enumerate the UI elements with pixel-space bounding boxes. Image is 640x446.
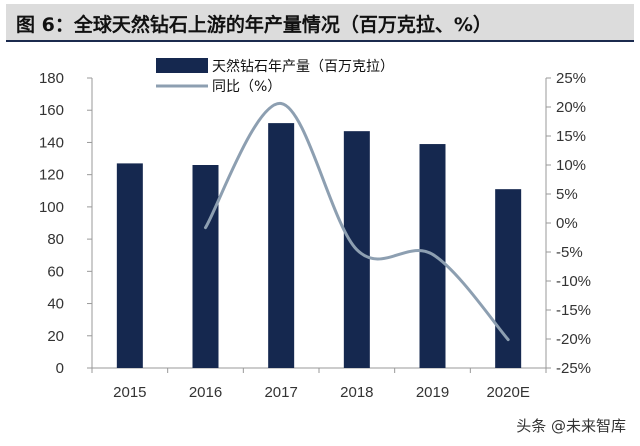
x-tick-label: 2017 — [264, 384, 297, 401]
right-tick-label: 20% — [556, 99, 586, 116]
right-tick-label: 5% — [556, 186, 578, 203]
legend-swatch-bar — [156, 58, 208, 73]
left-tick-label: 140 — [39, 134, 64, 151]
right-tick-label: 0% — [556, 215, 578, 232]
legend-label-line: 同比（%） — [212, 79, 281, 95]
bar — [116, 163, 143, 368]
right-tick-label: -20% — [556, 331, 591, 348]
right-tick-label: -25% — [556, 360, 591, 377]
right-axis: -25% -20% -15% -10% -5% 0% 5% 10% 15% 20% 25% — [546, 70, 591, 377]
watermark: 头条 @未来智库 — [516, 417, 626, 435]
yoy-line-series — [204, 102, 510, 342]
left-tick-label: 120 — [39, 167, 64, 184]
left-tick-label: 100 — [39, 199, 64, 216]
right-tick-label: -15% — [556, 302, 591, 319]
x-tick-label: 2020E — [486, 384, 529, 401]
left-tick-label: 80 — [47, 231, 64, 248]
left-tick-label: 160 — [39, 102, 64, 119]
left-tick-label: 180 — [39, 70, 64, 87]
x-tick-label: 2018 — [340, 384, 373, 401]
bar — [192, 165, 219, 368]
left-tick-label: 20 — [47, 328, 64, 345]
left-tick-label: 0 — [56, 360, 64, 377]
right-tick-label: 25% — [556, 70, 586, 87]
right-tick-label: 10% — [556, 157, 586, 174]
right-tick-label: -10% — [556, 273, 591, 290]
chart-title: 图 6：全球天然钻石上游的年产量情况（百万克拉、%） — [16, 14, 492, 36]
x-tick-label: 2019 — [416, 384, 449, 401]
left-axis: 0 20 40 60 80 100 120 140 160 180 — [39, 70, 92, 377]
right-tick-label: 15% — [556, 128, 586, 145]
title-bar: 图 6：全球天然钻石上游的年产量情况（百万克拉、%） — [6, 4, 634, 42]
legend-label-bar: 天然钻石年产量（百万克拉） — [212, 58, 394, 75]
x-tick-label: 2016 — [189, 384, 222, 401]
bar-series — [116, 123, 522, 368]
x-tick-label: 2015 — [113, 384, 146, 401]
bar — [495, 189, 522, 368]
x-axis-labels: 2015 2016 2017 2018 2019 2020E — [91, 368, 547, 401]
right-tick-label: -5% — [556, 244, 583, 261]
left-tick-label: 60 — [47, 263, 64, 280]
legend: 天然钻石年产量（百万克拉） 同比（%） — [156, 58, 394, 95]
left-tick-label: 40 — [47, 296, 64, 313]
bar — [268, 123, 295, 368]
